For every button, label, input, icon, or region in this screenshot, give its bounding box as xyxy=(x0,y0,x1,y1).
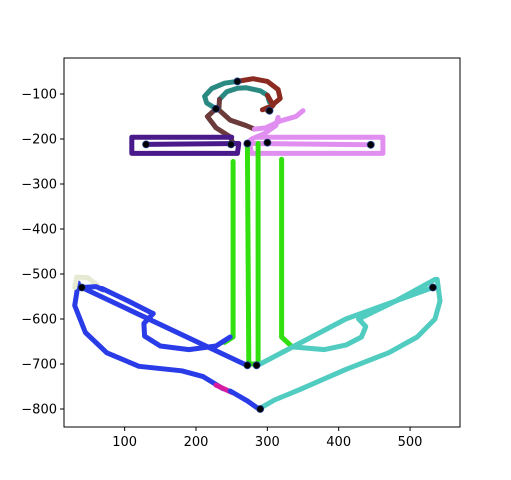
data-point-8 xyxy=(77,283,86,292)
series-line-6 xyxy=(252,108,306,132)
y-tick-label: −600 xyxy=(21,313,57,328)
data-point-6 xyxy=(263,138,272,147)
y-tick-label: −300 xyxy=(21,178,57,193)
y-tick-label: −100 xyxy=(21,88,57,103)
y-tick-label: −800 xyxy=(21,403,57,418)
x-tick-label: 200 xyxy=(184,435,209,450)
x-tick-label: 100 xyxy=(112,435,137,450)
data-point-12 xyxy=(256,405,265,413)
series-line-11 xyxy=(244,141,260,367)
data-point-2 xyxy=(265,106,274,115)
data-point-9 xyxy=(428,283,437,292)
marker-layer xyxy=(77,77,437,413)
series-line-21 xyxy=(289,316,369,353)
x-tick-label: 300 xyxy=(255,435,280,450)
series-line-5 xyxy=(216,96,257,132)
data-point-5 xyxy=(243,139,252,148)
series-line-25 xyxy=(79,284,106,293)
series-line-2 xyxy=(217,85,272,105)
y-tick-label: −400 xyxy=(21,223,57,238)
series-line-15 xyxy=(99,285,156,317)
series-line-24 xyxy=(72,274,100,290)
series-layer xyxy=(72,76,443,412)
plot-frame xyxy=(63,57,461,428)
series-line-13 xyxy=(279,156,295,350)
x-tick-label: 400 xyxy=(326,435,351,450)
data-point-3 xyxy=(142,140,151,149)
series-line-20 xyxy=(256,276,443,412)
data-point-11 xyxy=(252,361,261,370)
data-point-4 xyxy=(227,140,235,149)
x-tick-label: 500 xyxy=(398,435,423,450)
data-point-10 xyxy=(243,361,252,370)
y-tick-label: −500 xyxy=(21,268,57,283)
series-line-10 xyxy=(222,159,236,345)
data-point-1 xyxy=(212,104,220,113)
series-line-0 xyxy=(202,78,240,112)
series-line-19 xyxy=(227,388,262,412)
series-line-8 xyxy=(129,134,242,156)
data-point-7 xyxy=(366,140,375,149)
y-axis: −100 −200 −300 −400 −500 −600 −700 −800 xyxy=(21,88,64,418)
series-line-14 xyxy=(141,311,233,353)
series-line-16 xyxy=(79,285,249,368)
y-tick-label: −200 xyxy=(21,133,57,148)
series-line-17 xyxy=(72,280,226,392)
data-point-0 xyxy=(233,77,242,86)
series-line-7 xyxy=(243,114,281,147)
x-axis: 100 200 300 400 500 xyxy=(112,427,422,450)
y-tick-label: −700 xyxy=(21,358,57,373)
series-line-23 xyxy=(257,285,436,367)
